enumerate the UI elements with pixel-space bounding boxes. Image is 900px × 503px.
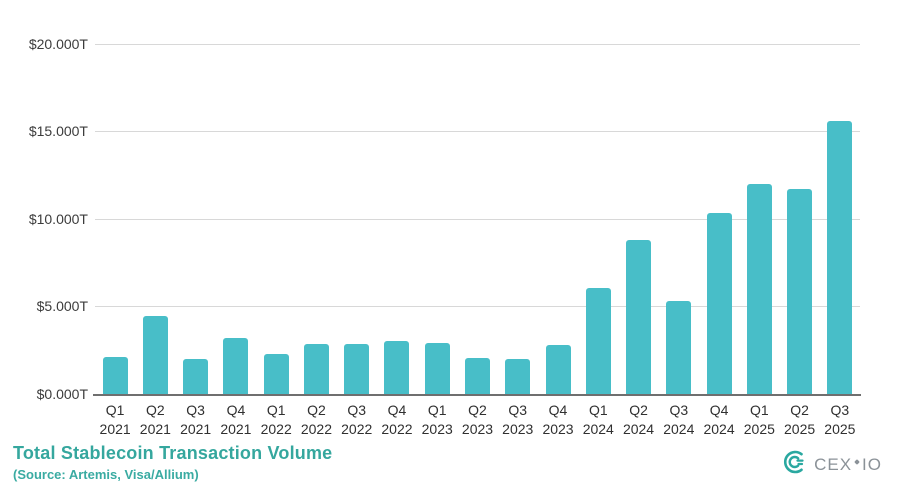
bar-Q1-2025 [746,183,772,394]
bar-Q4-2024 [706,213,732,394]
x-axis-tick-label: Q1 2023 [421,402,453,437]
y-gridline [95,131,860,132]
bar-Q3-2023 [505,359,531,394]
bar-Q3-2021 [183,358,209,394]
chart-footer: Total Stablecoin Transaction Volume (Sou… [0,443,900,503]
chart-title: Total Stablecoin Transaction Volume [13,443,333,463]
bar-Q2-2024 [626,239,652,394]
bar-Q2-2023 [465,357,490,394]
bar-Q4-2023 [545,344,571,394]
x-axis-tick-label: Q3 2024 [663,402,695,437]
bar-chart-plot-area: $0.000T $5.000T $10.000T $15.000T $20.000T Q1… [28,35,861,437]
x-axis-tick-label: Q2 2025 [784,402,816,437]
bar-Q2-2025 [787,188,813,394]
y-gridline [95,43,860,45]
x-axis-tick-label: Q1 2021 [99,402,131,437]
x-axis-tick-label: Q3 2022 [341,402,373,437]
bar-Q4-2021 [223,337,249,394]
x-axis-tick-label: Q1 2024 [582,402,614,437]
x-axis-line [93,393,861,396]
bar-Q3-2025 [827,121,853,394]
y-gridline [95,306,860,307]
y-axis-tick-label: $20.000T [28,35,88,52]
y-axis-tick-label: $5.000T [36,298,88,314]
x-axis-tick-label: Q4 2021 [220,402,252,437]
bar-Q3-2022 [344,343,370,394]
y-axis-tick-label: $10.000T [28,210,88,227]
cexio-logo-text: CEX IO [814,454,882,474]
bar-Q2-2021 [142,315,168,394]
x-axis-tick-label: Q3 2021 [180,402,212,437]
cexio-logo: CEX IO [782,449,900,480]
x-axis-tick-label: Q4 2022 [381,402,413,437]
x-axis-tick-label: Q4 2023 [542,402,574,437]
x-axis-tick-label: Q2 2021 [139,402,171,437]
x-axis-tick-label: Q1 2025 [743,402,775,437]
chart-source-note: (Source: Artemis, Visa/Allium) [13,467,199,482]
x-axis-tick-label: Q3 2023 [502,402,534,437]
bar-Q3-2024 [666,300,692,394]
x-axis-tick-label: Q2 2022 [300,402,333,437]
bar-Q1-2021 [102,356,128,394]
x-axis-tick-label: Q1 2022 [260,402,292,437]
logo-dot-separator [854,458,860,465]
bar-Q1-2022 [263,354,289,394]
bar-Q1-2024 [585,287,611,394]
bar-Q1-2023 [424,342,450,394]
bar-Q4-2022 [384,341,410,394]
footer-titles: Total Stablecoin Transaction Volume (Sou… [0,443,332,482]
bar-Q2-2022 [303,343,329,394]
x-axis-tick-label: Q2 2024 [622,402,655,437]
x-axis-tick-label: Q2 2023 [461,402,494,437]
x-axis-tick-label: Q4 2024 [703,402,735,437]
cexio-arcs-icon [782,449,808,480]
y-axis-tick-label: $15.000T [28,123,88,139]
y-gridline [95,218,860,220]
x-axis-tick-label: Q3 2025 [824,402,856,437]
y-axis-tick-label: $0.000T [36,385,88,402]
